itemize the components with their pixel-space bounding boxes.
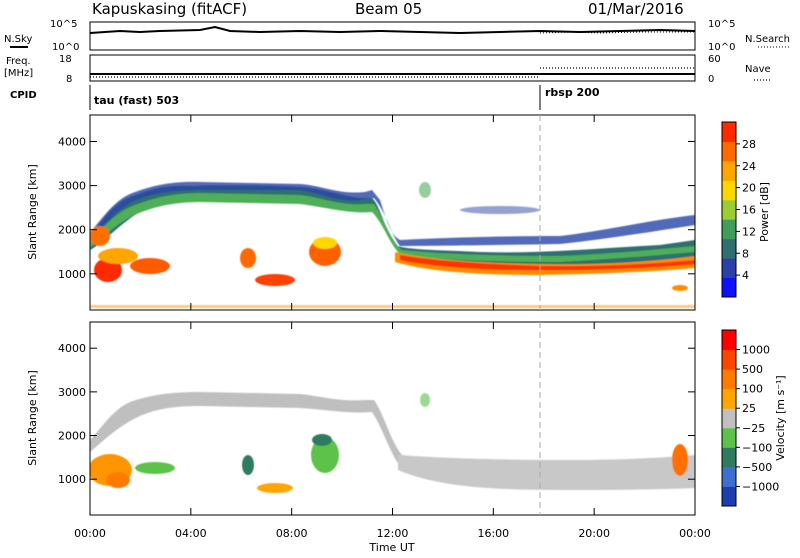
xtick-label: 16:00 [477,527,509,540]
power-colorbar: 4 8 12 16 20 24 28 [721,121,756,298]
freq-tick-top: 18 [59,54,72,65]
power-y-ticks: 1000 2000 3000 4000 [58,135,695,281]
velocity-colorbar: 1000 500 100 25 −25 −100 −500 −1000 [721,329,779,507]
freq-panel-frame [89,54,696,82]
power-heatmap [90,181,695,308]
nave-trace [90,67,695,78]
power-y-axis-label: Slant Range [km] [26,164,39,260]
noise-panel: 10^5 10^0 10^5 10^0 N.Sky N.Search [4,19,790,53]
freq-panel: 18 8 60 0 Freq. [MHz] Nave [4,54,771,85]
velocity-colorbar-tick-label: −100 [742,441,772,454]
power-colorbar-tick-label: 8 [742,247,749,260]
velocity-ytick-label: 2000 [58,430,86,443]
noise-panel-frame [89,21,696,51]
power-colorbar-tick-label: 24 [742,160,756,173]
velocity-heatmap [90,392,695,493]
freq-label: Freq. [6,56,31,67]
nave-label: Nave [745,64,771,75]
cpid-strip: CPID tau (fast) 503 rbsp 200 [10,85,600,110]
velocity-y-ticks: 1000 2000 3000 4000 [58,342,695,486]
noise-tick-left-bottom: 10^0 [52,42,79,53]
power-colorbar-swatch [722,122,736,142]
xtick-label: 00:00 [679,527,711,540]
x-axis-label: Time UT [368,541,414,554]
power-panel: 1000 2000 3000 4000 Slant Range [km] 4 8 12 16… [26,114,771,311]
power-colorbar-swatch [722,141,736,162]
freq-tick-bottom: 8 [66,74,72,85]
beam-title: Beam 05 [355,0,422,18]
power-colorbar-swatch [722,180,736,201]
velocity-colorbar-swatch [722,447,736,468]
velocity-colorbar-tick-label: 500 [742,363,763,376]
nave-tick-bottom: 0 [708,74,714,85]
power-colorbar-swatch [722,258,736,279]
power-ytick-label: 4000 [58,135,86,148]
velocity-ytick-label: 3000 [58,386,86,399]
velocity-colorbar-tick-label: −1000 [742,480,779,493]
velocity-panel: 1000 2000 3000 4000 00:00 04:00 08:00 12:00 16:… [26,115,787,554]
noise-tick-right-top: 10^5 [708,19,735,30]
power-colorbar-swatch [722,238,736,259]
velocity-colorbar-swatch [722,369,736,390]
velocity-colorbar-swatch [722,388,736,409]
velocity-colorbar-tick-label: 100 [742,383,763,396]
noise-tick-right-bottom: 10^0 [708,42,735,53]
power-colorbar-tick-label: 4 [742,269,749,282]
velocity-colorbar-swatch [722,330,736,351]
power-colorbar-tick-label: 12 [742,225,756,238]
nsky-label: N.Sky [4,34,32,45]
xtick-label: 04:00 [175,527,207,540]
power-colorbar-swatch [722,160,736,181]
power-ytick-label: 1000 [58,268,86,281]
power-colorbar-label: Power [dB] [758,182,771,242]
freq-unit: [MHz] [4,68,33,79]
power-ytick-label: 2000 [58,224,86,237]
noise-tick-left-top: 10^5 [50,19,77,30]
xtick-label: 00:00 [74,527,106,540]
cpid-segment-2: rbsp 200 [545,86,600,99]
power-colorbar-tick-label: 16 [742,204,756,217]
velocity-colorbar-tick-label: −500 [742,461,772,474]
power-colorbar-swatch [722,219,736,240]
date-title: 01/Mar/2016 [588,0,684,18]
velocity-ytick-label: 1000 [58,473,86,486]
velocity-colorbar-tick-label: 25 [742,402,756,415]
nsearch-label: N.Search [745,34,790,45]
power-colorbar-tick-label: 28 [742,138,756,151]
xtick-label: 08:00 [276,527,308,540]
cpid-label: CPID [10,90,37,101]
nsky-trace [89,25,696,35]
velocity-colorbar-frame [721,329,737,507]
xtick-label: 20:00 [578,527,610,540]
velocity-x-ticks: 00:00 04:00 08:00 12:00 16:00 20:00 00:00 [74,115,711,540]
velocity-ytick-label: 4000 [58,342,86,355]
power-panel-frame [89,114,696,311]
nsearch-trace [539,31,695,34]
velocity-colorbar-swatch [722,408,736,429]
velocity-colorbar-tick-label: −25 [742,422,765,435]
velocity-colorbar-label: Velocity [m s⁻¹] [774,375,787,460]
velocity-colorbar-swatch [722,427,736,448]
cpid-segment-1: tau (fast) 503 [94,94,179,107]
velocity-colorbar-swatch [722,486,736,507]
power-colorbar-swatch [722,199,736,220]
nave-tick-top: 60 [708,54,721,65]
velocity-y-axis-label: Slant Range [km] [26,370,39,466]
power-colorbar-swatch [722,277,736,298]
velocity-colorbar-swatch [722,349,736,370]
velocity-colorbar-swatch [722,466,736,487]
power-ytick-label: 3000 [58,180,86,193]
velocity-colorbar-tick-label: 1000 [742,344,770,357]
station-title: Kapuskasing (fitACF) [92,0,247,18]
power-colorbar-tick-label: 20 [742,182,756,195]
xtick-label: 12:00 [377,527,409,540]
